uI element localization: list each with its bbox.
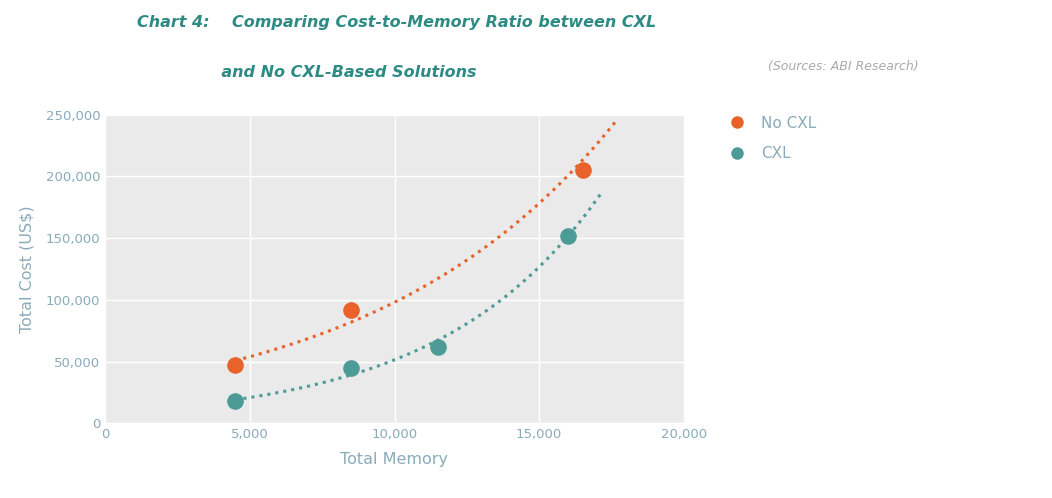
No CXL [343,306,360,314]
CXL [343,364,360,372]
Legend: No CXL, CXL: No CXL, CXL [715,110,823,167]
Y-axis label: Total Cost (US$): Total Cost (US$) [20,205,35,333]
No CXL [227,361,244,369]
Text: Chart 4:    Comparing Cost-to-Memory Ratio between CXL: Chart 4: Comparing Cost-to-Memory Ratio … [137,15,656,30]
Text: (Sources: ABI Research): (Sources: ABI Research) [768,60,918,73]
CXL [560,232,576,240]
CXL [227,397,244,405]
CXL [429,343,446,351]
Text: and No CXL-Based Solutions: and No CXL-Based Solutions [137,65,477,80]
No CXL [574,166,591,174]
X-axis label: Total Memory: Total Memory [341,452,448,467]
